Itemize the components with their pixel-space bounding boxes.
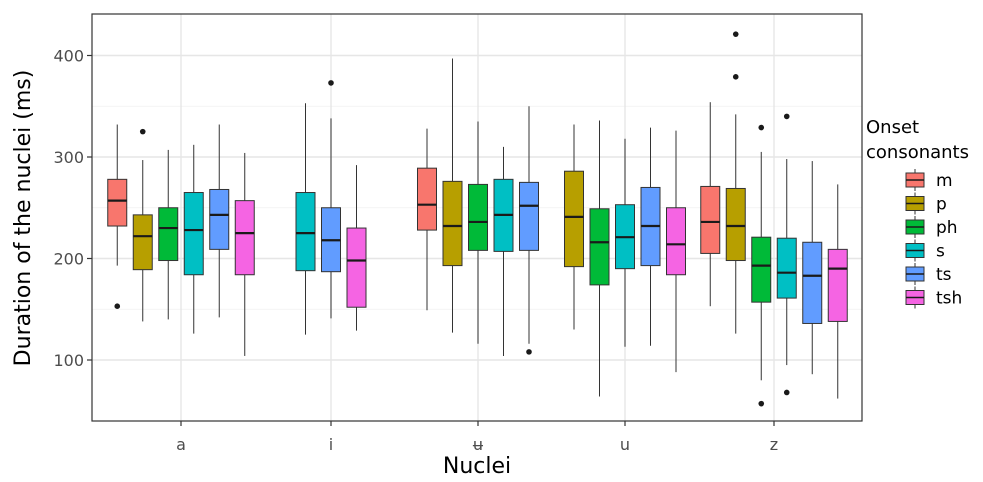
- box-ts-i: [321, 80, 341, 319]
- legend-item-tsh: tsh: [905, 286, 962, 309]
- legend-label: m: [936, 171, 953, 191]
- axes: 100 200 300 400 a i ʉ u z: [53, 47, 778, 455]
- outlier-point: [328, 80, 334, 86]
- box-ts-ʉ: [519, 106, 539, 355]
- iqr-box: [107, 178, 128, 227]
- y-tick-label: 100: [53, 351, 84, 370]
- x-tick-label: z: [770, 435, 778, 454]
- legend-item-ph: ph: [905, 216, 958, 238]
- box-ts-z: [802, 161, 823, 375]
- panel-border: [91, 13, 863, 422]
- legend-label: ph: [936, 218, 958, 238]
- outlier-point: [758, 400, 765, 407]
- iqr-box: [158, 207, 179, 262]
- box-tsh-z: [827, 184, 848, 399]
- iqr-box: [234, 200, 255, 276]
- iqr-box: [468, 183, 488, 251]
- iqr-box: [564, 170, 584, 268]
- box-ph-ʉ: [468, 121, 488, 344]
- iqr-box: [417, 167, 437, 231]
- boxes: [107, 31, 848, 407]
- iqr-box: [519, 181, 539, 251]
- legend-item-m: m: [905, 169, 953, 191]
- box-tsh-a: [234, 152, 255, 356]
- box-tsh-i: [346, 165, 367, 331]
- iqr-box: [589, 208, 610, 286]
- y-tick-label: 200: [53, 250, 84, 269]
- box-s-a: [183, 144, 204, 334]
- outlier-point: [732, 31, 739, 37]
- box-m-z: [700, 102, 721, 307]
- iqr-box: [827, 248, 848, 322]
- legend: Onset consonants mp ph s ts tsh: [866, 117, 969, 309]
- box-p-ʉ: [442, 58, 463, 333]
- box-ph-a: [158, 149, 179, 320]
- legend-label: s: [936, 242, 945, 262]
- x-tick-label: u: [620, 435, 630, 454]
- outlier-point: [139, 128, 146, 135]
- x-tick-label: a: [176, 435, 186, 454]
- outlier-point: [526, 349, 532, 355]
- box-p-a: [132, 128, 153, 322]
- legend-title-line-1: Onset: [866, 117, 919, 138]
- iqr-box: [776, 237, 797, 299]
- box-m-a: [107, 124, 128, 310]
- box-s-ʉ: [493, 146, 514, 356]
- iqr-box: [209, 188, 230, 250]
- legend-item-s: s: [905, 239, 945, 262]
- x-tick-label: ʉ: [473, 435, 484, 454]
- iqr-box: [442, 180, 463, 267]
- y-tick-label: 300: [53, 148, 84, 167]
- box-p-u: [564, 124, 584, 330]
- iqr-box: [725, 187, 746, 262]
- iqr-box: [700, 185, 721, 254]
- outlier-point: [114, 303, 121, 310]
- outlier-point: [783, 113, 790, 120]
- x-axis-title: Nuclei: [443, 454, 511, 479]
- legend-item-p: p: [905, 192, 947, 215]
- y-axis-title: Duration of the nuclei (ms): [11, 70, 36, 367]
- box-ph-z: [751, 124, 772, 407]
- box-s-z: [776, 113, 797, 396]
- iqr-box: [802, 241, 823, 324]
- iqr-box: [666, 207, 686, 276]
- box-s-u: [615, 138, 635, 347]
- box-ts-a: [209, 124, 230, 318]
- iqr-box: [295, 192, 316, 272]
- iqr-box: [346, 227, 367, 308]
- box-p-z: [725, 31, 746, 334]
- legend-item-ts: ts: [905, 263, 952, 285]
- box-ts-u: [640, 127, 661, 346]
- box-m-ʉ: [417, 128, 437, 311]
- outlier-point: [732, 74, 739, 80]
- legend-label: ts: [936, 265, 952, 285]
- iqr-box: [132, 214, 153, 271]
- legend-label: tsh: [936, 289, 962, 309]
- iqr-box: [751, 236, 772, 303]
- legend-label: p: [936, 195, 947, 215]
- legend-title-line-2: consonants: [866, 142, 969, 163]
- outlier-point: [783, 389, 790, 396]
- box-ph-u: [589, 120, 610, 397]
- iqr-box: [183, 192, 204, 276]
- y-tick-label: 400: [53, 47, 84, 66]
- outlier-point: [758, 124, 765, 131]
- box-s-i: [295, 103, 316, 335]
- box-tsh-u: [666, 130, 686, 373]
- x-tick-label: i: [329, 435, 333, 454]
